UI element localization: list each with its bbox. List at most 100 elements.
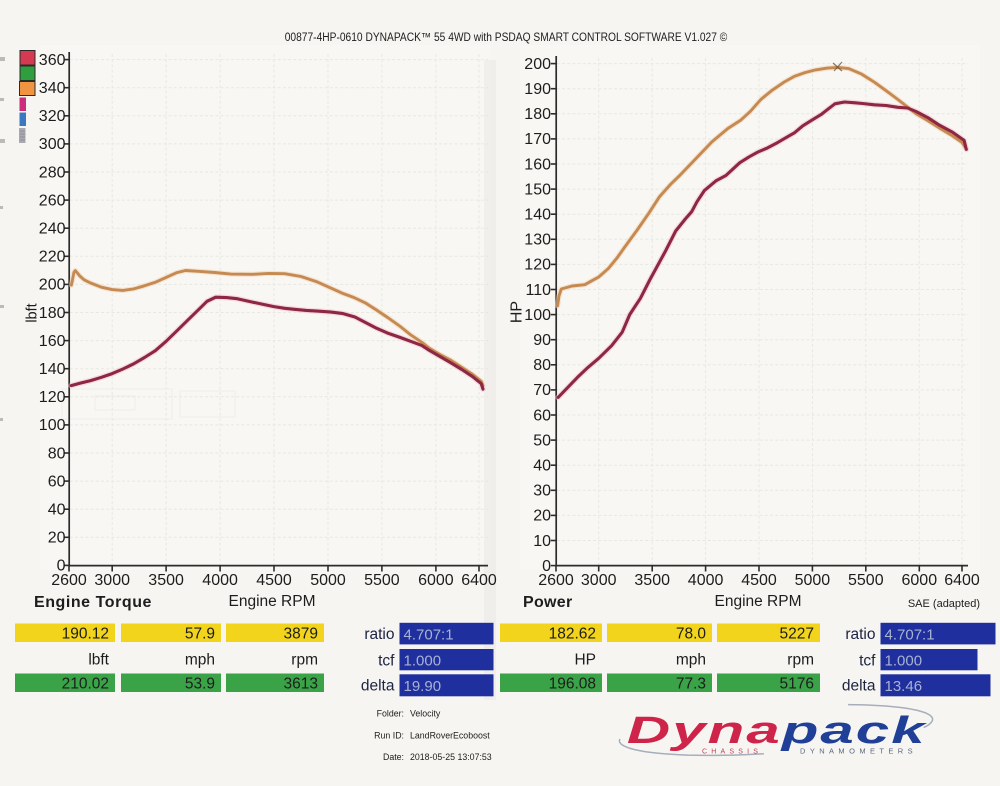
svg-text:60: 60: [48, 473, 66, 490]
svg-text:LandRoverEcoboost: LandRoverEcoboost: [410, 731, 490, 741]
svg-text:3500: 3500: [634, 572, 670, 589]
svg-text:delta: delta: [361, 678, 395, 695]
svg-text:6000: 6000: [418, 572, 454, 589]
svg-text:220: 220: [39, 249, 66, 266]
svg-text:Dynapack: Dynapack: [627, 709, 927, 751]
svg-text:DYNAMOMETERS: DYNAMOMETERS: [800, 747, 917, 756]
svg-text:lbft: lbft: [25, 303, 41, 322]
svg-text:3500: 3500: [148, 572, 184, 589]
svg-text:210.02: 210.02: [62, 675, 109, 692]
svg-text:tcf: tcf: [859, 652, 876, 669]
svg-text:mph: mph: [676, 652, 706, 669]
svg-text:5500: 5500: [848, 572, 884, 589]
svg-text:5176: 5176: [780, 675, 814, 692]
svg-text:80: 80: [533, 357, 551, 374]
svg-text:340: 340: [39, 80, 66, 97]
svg-text:320: 320: [39, 108, 66, 125]
svg-text:90: 90: [533, 332, 551, 349]
svg-text:3000: 3000: [94, 572, 130, 589]
svg-text:3613: 3613: [284, 675, 318, 692]
svg-text:2018-05-25 13:07:53: 2018-05-25 13:07:53: [410, 752, 492, 762]
svg-text:4.707:1: 4.707:1: [404, 626, 454, 643]
svg-text:360: 360: [39, 52, 66, 69]
svg-text:182.62: 182.62: [549, 625, 596, 642]
svg-text:6000: 6000: [902, 572, 938, 589]
svg-text:Engine RPM: Engine RPM: [714, 593, 801, 610]
svg-text:190.12: 190.12: [62, 625, 109, 642]
svg-text:100: 100: [524, 307, 551, 324]
svg-text:40: 40: [533, 458, 551, 475]
svg-text:0: 0: [57, 558, 66, 575]
svg-text:3000: 3000: [581, 572, 617, 589]
svg-text:100: 100: [39, 417, 66, 434]
svg-text:130: 130: [524, 232, 551, 249]
svg-text:6400: 6400: [461, 572, 497, 589]
svg-text:mph: mph: [185, 652, 215, 669]
svg-text:196.08: 196.08: [549, 675, 596, 692]
svg-text:70: 70: [533, 382, 551, 399]
svg-text:57.9: 57.9: [185, 625, 215, 642]
svg-text:Engine RPM: Engine RPM: [228, 593, 315, 610]
svg-text:80: 80: [48, 445, 66, 462]
svg-text:lbft: lbft: [88, 652, 109, 669]
svg-text:13.46: 13.46: [885, 678, 923, 695]
svg-text:5000: 5000: [795, 572, 831, 589]
svg-text:2600: 2600: [51, 572, 87, 589]
svg-text:CHASSIS: CHASSIS: [702, 749, 762, 756]
svg-text:0: 0: [542, 558, 551, 575]
svg-text:6400: 6400: [944, 572, 980, 589]
svg-text:4500: 4500: [256, 572, 292, 589]
svg-text:200: 200: [39, 277, 66, 294]
svg-text:delta: delta: [842, 678, 876, 695]
svg-text:120: 120: [39, 389, 66, 406]
svg-text:tcf: tcf: [378, 652, 395, 669]
svg-text:1.000: 1.000: [404, 653, 442, 670]
svg-text:160: 160: [524, 156, 551, 173]
svg-text:240: 240: [39, 221, 66, 238]
svg-text:Engine Torque: Engine Torque: [34, 594, 152, 611]
svg-text:78.0: 78.0: [676, 625, 707, 642]
svg-text:170: 170: [524, 131, 551, 148]
svg-text:Velocity: Velocity: [410, 709, 441, 719]
svg-text:110: 110: [525, 282, 551, 299]
svg-text:20: 20: [533, 508, 551, 525]
svg-text:20: 20: [48, 530, 66, 547]
svg-text:30: 30: [533, 483, 551, 500]
svg-text:200: 200: [524, 56, 551, 73]
svg-text:00877-4HP-0610 DYNAPACK™ 55 4W: 00877-4HP-0610 DYNAPACK™ 55 4WD with PSD…: [285, 31, 728, 44]
svg-text:3879: 3879: [284, 625, 318, 642]
svg-text:190: 190: [524, 81, 551, 98]
svg-text:HP: HP: [509, 301, 526, 323]
svg-text:ratio: ratio: [845, 626, 875, 643]
svg-text:4000: 4000: [688, 572, 724, 589]
svg-text:4.707:1: 4.707:1: [885, 626, 935, 643]
svg-text:40: 40: [48, 502, 66, 519]
svg-text:120: 120: [524, 257, 551, 274]
svg-text:5500: 5500: [364, 572, 400, 589]
svg-text:77.3: 77.3: [676, 675, 706, 692]
svg-text:140: 140: [524, 207, 551, 224]
svg-text:60: 60: [533, 407, 551, 424]
svg-text:160: 160: [39, 333, 66, 350]
svg-text:300: 300: [39, 136, 66, 153]
svg-text:2600: 2600: [538, 572, 574, 589]
svg-text:4500: 4500: [741, 572, 777, 589]
svg-text:ratio: ratio: [364, 626, 394, 643]
svg-text:280: 280: [39, 164, 66, 181]
svg-text:5000: 5000: [310, 572, 346, 589]
svg-text:Date:: Date:: [383, 752, 404, 762]
svg-text:260: 260: [39, 192, 66, 209]
svg-text:Power: Power: [523, 594, 573, 611]
svg-text:180: 180: [524, 106, 551, 123]
svg-text:4000: 4000: [202, 572, 238, 589]
svg-text:HP: HP: [574, 652, 596, 669]
svg-text:SAE (adapted): SAE (adapted): [908, 598, 980, 610]
svg-text:rpm: rpm: [291, 652, 318, 669]
svg-text:5227: 5227: [780, 625, 814, 642]
svg-text:10: 10: [533, 533, 551, 550]
svg-text:180: 180: [39, 305, 66, 322]
svg-text:19.90: 19.90: [404, 678, 442, 695]
svg-text:150: 150: [524, 181, 551, 198]
svg-text:50: 50: [533, 432, 551, 449]
svg-text:53.9: 53.9: [185, 675, 215, 692]
